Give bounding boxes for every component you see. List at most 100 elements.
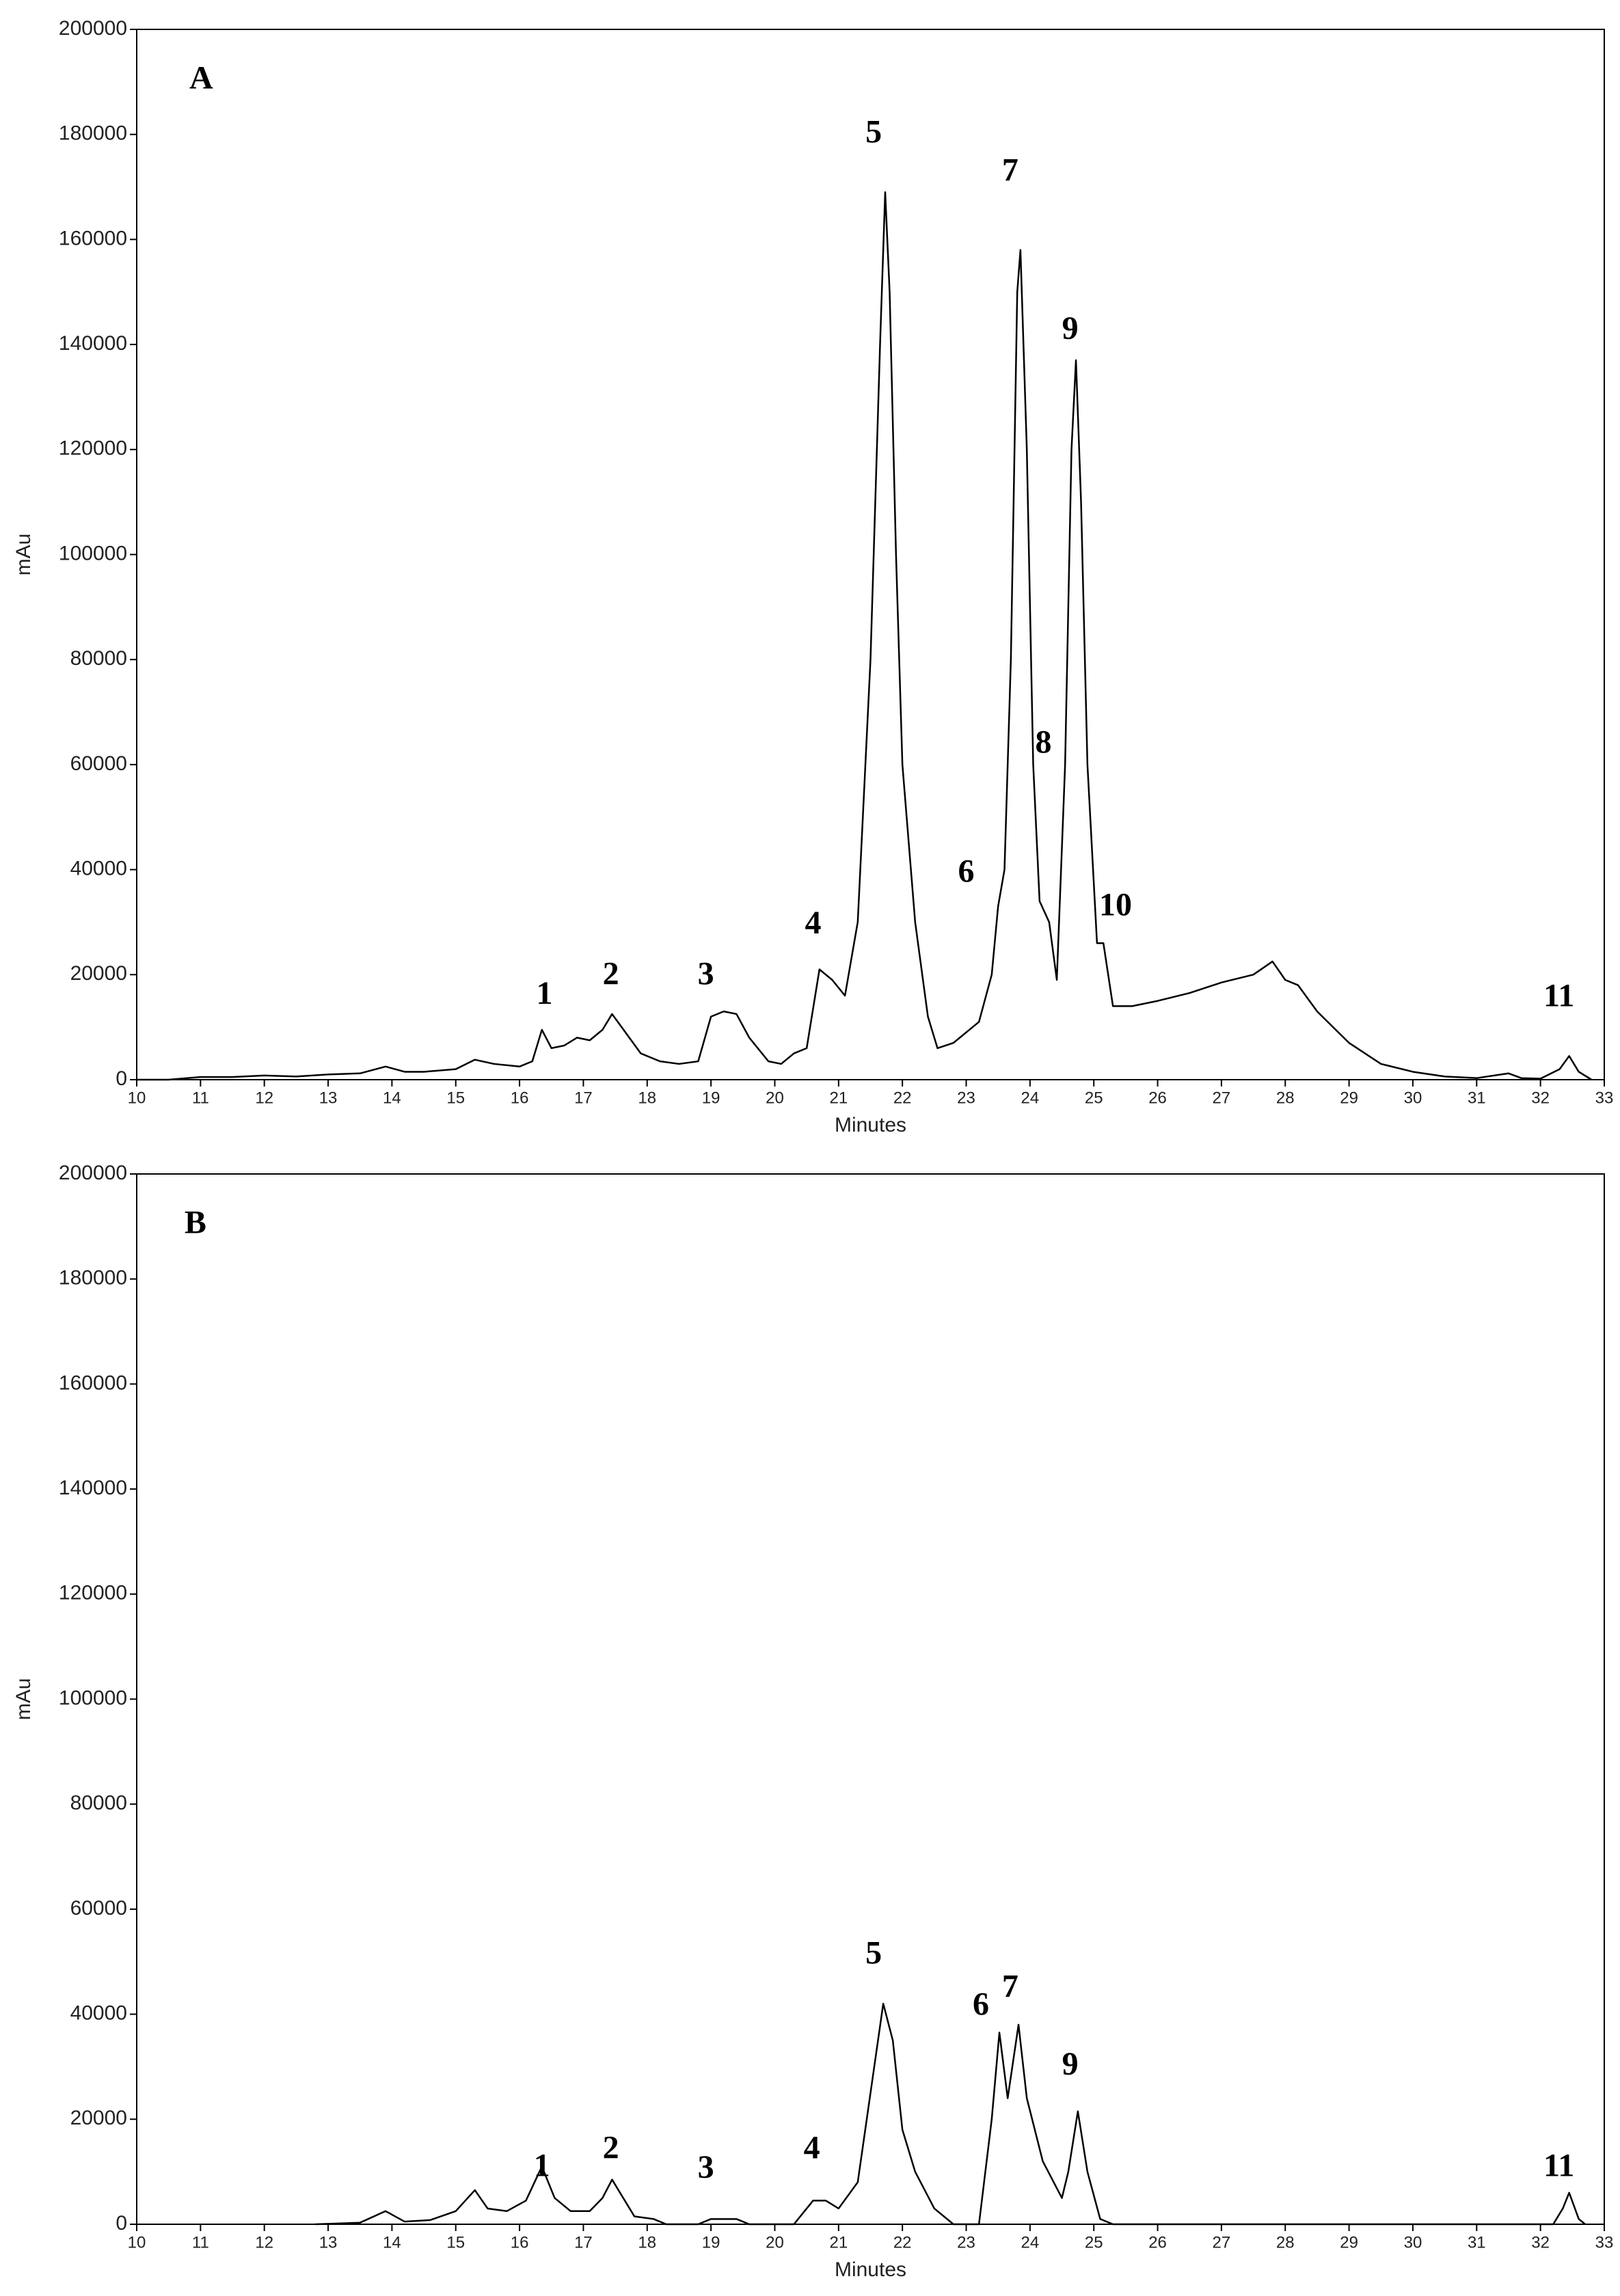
y-tick-label: 180000 xyxy=(59,122,127,145)
x-tick-label: 17 xyxy=(574,1089,593,1107)
x-tick-label: 18 xyxy=(638,1089,656,1107)
x-tick-label: 33 xyxy=(1595,2233,1614,2252)
peak-annotation: 1 xyxy=(534,2148,550,2184)
y-tick-label: 0 xyxy=(116,1067,127,1090)
x-tick-label: 23 xyxy=(957,1089,975,1107)
x-tick-label: 28 xyxy=(1276,1089,1295,1107)
y-tick-label: 120000 xyxy=(59,1582,127,1604)
x-tick-label: 28 xyxy=(1276,2233,1295,2252)
peak-annotation: B xyxy=(185,1204,206,1240)
x-axis-label: Minutes xyxy=(835,2258,906,2281)
y-tick-label: 80000 xyxy=(70,647,127,670)
x-tick-label: 25 xyxy=(1085,1089,1103,1107)
x-tick-label: 18 xyxy=(638,2233,656,2252)
y-tick-label: 200000 xyxy=(59,17,127,40)
y-tick-label: 40000 xyxy=(70,2002,127,2025)
x-tick-label: 15 xyxy=(446,1089,465,1107)
peak-annotation: 10 xyxy=(1099,887,1132,923)
x-tick-label: 20 xyxy=(766,1089,784,1107)
y-tick-label: 20000 xyxy=(70,962,127,985)
y-tick-label: 80000 xyxy=(70,1792,127,1814)
y-tick-label: 180000 xyxy=(59,1267,127,1289)
x-tick-label: 26 xyxy=(1148,2233,1167,2252)
x-tick-label: 13 xyxy=(319,2233,338,2252)
peak-annotation: 9 xyxy=(1062,2046,1079,2082)
x-tick-label: 15 xyxy=(446,2233,465,2252)
x-tick-label: 29 xyxy=(1340,2233,1358,2252)
x-tick-label: 32 xyxy=(1531,2233,1550,2252)
x-tick-label: 27 xyxy=(1213,1089,1231,1107)
plot-frame xyxy=(136,29,1605,1080)
y-tick-label: 0 xyxy=(116,2212,127,2234)
x-tick-label: 30 xyxy=(1404,2233,1422,2252)
peak-annotation: 1 xyxy=(536,975,552,1011)
peak-annotation: 5 xyxy=(865,113,882,150)
y-tick-label: 120000 xyxy=(59,437,127,460)
x-axis-label: Minutes xyxy=(835,1114,906,1136)
x-tick-label: 30 xyxy=(1404,1089,1422,1107)
peak-annotation: 7 xyxy=(1002,1968,1018,2004)
x-tick-label: 14 xyxy=(383,1089,401,1107)
x-tick-label: 19 xyxy=(702,1089,720,1107)
x-tick-label: 32 xyxy=(1531,1089,1550,1107)
peak-annotation: 4 xyxy=(804,2129,820,2165)
y-tick-label: 140000 xyxy=(59,1477,127,1499)
x-tick-label: 11 xyxy=(192,2233,209,2252)
y-tick-label: 20000 xyxy=(70,2107,127,2129)
y-tick-label: 200000 xyxy=(59,1162,127,1184)
x-tick-label: 22 xyxy=(893,1089,912,1107)
peak-annotation: 7 xyxy=(1002,152,1018,189)
peak-annotation: 8 xyxy=(1035,724,1051,760)
peak-annotation: 11 xyxy=(1543,978,1574,1014)
x-tick-label: 31 xyxy=(1468,2233,1486,2252)
x-tick-label: 12 xyxy=(255,1089,273,1107)
peak-annotation: 6 xyxy=(973,1986,989,2023)
x-tick-label: 21 xyxy=(829,1089,848,1107)
y-axis-label: mAu xyxy=(12,534,35,576)
peak-annotation: 11 xyxy=(1543,2148,1574,2184)
y-tick-label: 60000 xyxy=(70,1897,127,1919)
y-tick-label: 40000 xyxy=(70,858,127,880)
x-tick-label: 14 xyxy=(383,2233,401,2252)
chromatogram-trace xyxy=(137,191,1592,1081)
x-tick-label: 16 xyxy=(511,2233,529,2252)
y-axis-label: mAu xyxy=(12,1678,35,1721)
x-tick-label: 23 xyxy=(957,2233,975,2252)
chromatogram-trace xyxy=(315,2002,1586,2226)
x-tick-label: 17 xyxy=(574,2233,593,2252)
x-tick-label: 16 xyxy=(511,1089,529,1107)
plot-frame xyxy=(136,1173,1605,2225)
x-tick-label: 24 xyxy=(1021,1089,1040,1107)
x-tick-label: 27 xyxy=(1213,2233,1231,2252)
x-tick-label: 24 xyxy=(1021,2233,1040,2252)
x-tick-label: 19 xyxy=(702,2233,720,2252)
y-tick-label: 160000 xyxy=(59,227,127,249)
y-tick-label: 100000 xyxy=(59,542,127,564)
peak-annotation: 6 xyxy=(958,853,975,890)
x-tick-label: 10 xyxy=(128,2233,146,2252)
x-tick-label: 20 xyxy=(766,2233,784,2252)
peak-annotation: 5 xyxy=(865,1935,882,1971)
x-tick-label: 21 xyxy=(829,2233,848,2252)
peak-annotation: 3 xyxy=(698,2149,714,2185)
x-tick-label: 25 xyxy=(1085,2233,1103,2252)
x-tick-label: 11 xyxy=(192,1089,209,1107)
y-tick-label: 160000 xyxy=(59,1371,127,1394)
peak-annotation: 2 xyxy=(603,2129,619,2165)
x-tick-label: 12 xyxy=(255,2233,273,2252)
peak-annotation: A xyxy=(189,59,213,96)
x-tick-label: 26 xyxy=(1148,1089,1167,1107)
peak-annotation: 9 xyxy=(1062,310,1079,346)
peak-annotation: 4 xyxy=(805,905,821,941)
x-tick-label: 13 xyxy=(319,1089,338,1107)
x-tick-label: 29 xyxy=(1340,1089,1358,1107)
y-tick-label: 100000 xyxy=(59,1686,127,1709)
x-tick-label: 10 xyxy=(128,1089,146,1107)
x-tick-label: 22 xyxy=(893,2233,912,2252)
peak-annotation: 2 xyxy=(603,955,619,992)
x-tick-label: 31 xyxy=(1468,1089,1486,1107)
y-tick-label: 140000 xyxy=(59,332,127,355)
peak-annotation: 3 xyxy=(698,955,714,992)
